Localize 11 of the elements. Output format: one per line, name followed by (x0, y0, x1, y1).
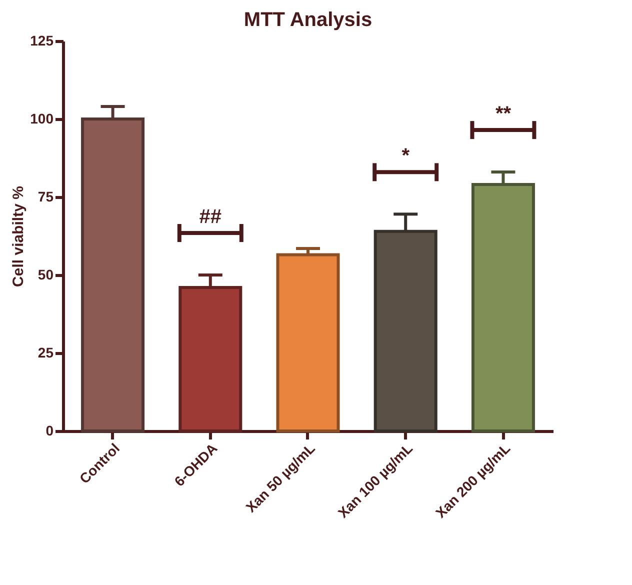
y-tick-label: 125 (30, 32, 54, 48)
y-tick-label: 100 (30, 110, 54, 126)
y-tick-label: 75 (38, 188, 54, 204)
chart-title: MTT Analysis (244, 9, 372, 31)
y-tick-label: 25 (38, 344, 54, 360)
y-axis-title: Cell viabilty % (10, 186, 28, 287)
annotation: ** (495, 103, 512, 126)
annotation: * (402, 145, 410, 168)
y-tick-label: 50 (38, 266, 54, 282)
annotation: ## (199, 206, 222, 228)
y-tick-label: 0 (46, 422, 54, 438)
